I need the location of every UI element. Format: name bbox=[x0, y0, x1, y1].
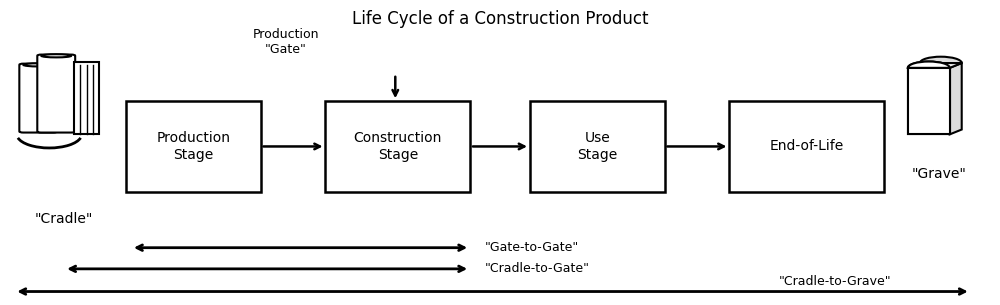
Text: "Grave": "Grave" bbox=[911, 167, 966, 181]
FancyBboxPatch shape bbox=[19, 64, 57, 133]
Wedge shape bbox=[920, 57, 962, 63]
Bar bbox=[126, 101, 261, 192]
Wedge shape bbox=[908, 62, 950, 68]
Text: "Gate-to-Gate": "Gate-to-Gate" bbox=[485, 241, 579, 254]
Text: Life Cycle of a Construction Product: Life Cycle of a Construction Product bbox=[352, 10, 648, 28]
Text: Construction
Stage: Construction Stage bbox=[354, 131, 442, 162]
Ellipse shape bbox=[41, 54, 71, 57]
Bar bbox=[530, 101, 665, 192]
Ellipse shape bbox=[23, 63, 53, 66]
Polygon shape bbox=[908, 63, 962, 68]
Bar bbox=[325, 101, 470, 192]
Bar bbox=[74, 62, 99, 135]
Text: Use
Stage: Use Stage bbox=[577, 131, 617, 162]
Text: "Cradle": "Cradle" bbox=[35, 212, 93, 226]
Polygon shape bbox=[950, 63, 962, 135]
Text: End-of-Life: End-of-Life bbox=[770, 139, 844, 153]
FancyBboxPatch shape bbox=[37, 55, 75, 133]
Text: Production
Stage: Production Stage bbox=[156, 131, 230, 162]
Text: Production
"Gate": Production "Gate" bbox=[252, 28, 319, 56]
Wedge shape bbox=[908, 62, 950, 68]
Text: "Cradle-to-Gate": "Cradle-to-Gate" bbox=[485, 262, 590, 275]
Bar bbox=[908, 68, 950, 135]
Bar bbox=[729, 101, 884, 192]
Bar bbox=[908, 68, 950, 135]
Text: "Cradle-to-Grave": "Cradle-to-Grave" bbox=[779, 275, 892, 288]
